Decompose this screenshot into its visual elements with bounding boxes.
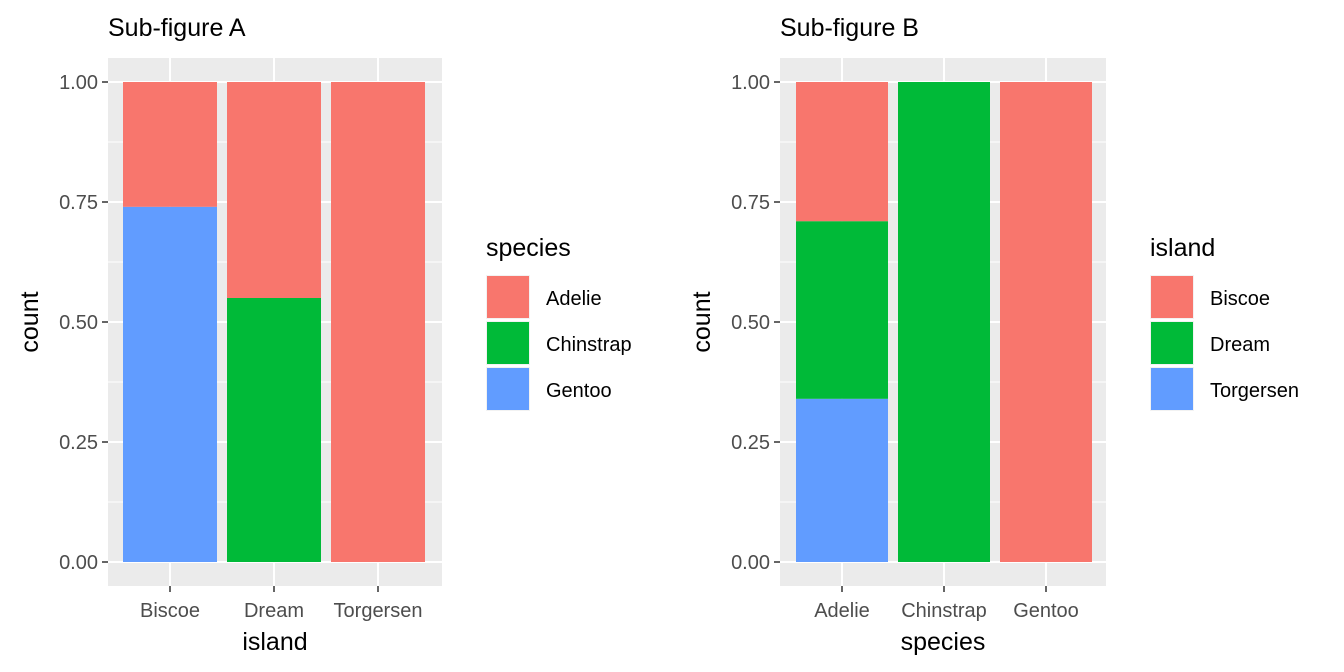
x-tick-label: Biscoe [140, 600, 200, 622]
bar-adelie-dream [796, 221, 888, 399]
legend-swatch-adelie [487, 276, 529, 318]
x-tick-label: Gentoo [1013, 600, 1079, 622]
y-axis-title: count [688, 291, 716, 352]
bar-gentoo-biscoe [1000, 82, 1092, 562]
legend-label-dream: Dream [1210, 334, 1270, 356]
legend-label-biscoe: Biscoe [1210, 288, 1270, 310]
y-tick-label: 1.00 [731, 72, 770, 94]
legend-swatch-dream [1151, 322, 1193, 364]
legend-label-adelie: Adelie [546, 288, 602, 310]
legend-label-torgersen: Torgersen [1210, 380, 1299, 402]
legend-label-chinstrap: Chinstrap [546, 334, 632, 356]
chart-title: Sub-figure A [108, 14, 246, 42]
x-axis-title: species [901, 628, 986, 656]
x-tick-label: Dream [244, 600, 304, 622]
legend-swatch-biscoe [1151, 276, 1193, 318]
x-tick-label: Adelie [814, 600, 870, 622]
bar-chinstrap-dream [898, 82, 990, 562]
bar-dream-chinstrap [227, 298, 321, 562]
y-tick-label: 0.25 [59, 432, 98, 454]
legend-title: species [486, 234, 571, 262]
bar-biscoe-gentoo [123, 206, 217, 563]
y-axis-title: count [16, 291, 44, 352]
legend-label-gentoo: Gentoo [546, 380, 612, 402]
y-tick-label: 0.25 [731, 432, 770, 454]
y-tick-label: 1.00 [59, 72, 98, 94]
legend-swatch-gentoo [487, 368, 529, 410]
legend: species Adelie Chinstrap Gentoo [486, 234, 632, 411]
y-tick-label: 0.50 [59, 312, 98, 334]
bar-torgersen-adelie [331, 82, 425, 562]
legend-title: island [1150, 234, 1215, 262]
legend: island Biscoe Dream Torgersen [1150, 234, 1299, 411]
x-axis-title: island [242, 628, 307, 656]
y-tick-label: 0.00 [731, 552, 770, 574]
y-tick-label: 0.75 [59, 192, 98, 214]
legend-swatch-chinstrap [487, 322, 529, 364]
y-tick-label: 0.00 [59, 552, 98, 574]
legend-swatch-torgersen [1151, 368, 1193, 410]
y-tick-label: 0.75 [731, 192, 770, 214]
y-tick-label: 0.50 [731, 312, 770, 334]
bar-adelie-torgersen [796, 398, 888, 562]
bar-biscoe-adelie [123, 82, 217, 207]
chart-title: Sub-figure B [780, 14, 919, 42]
chart-sub-figure-b: 0.00 0.25 0.50 0.75 1.00 Adelie Chinstrap Gento… [688, 14, 1299, 656]
x-tick-label: Chinstrap [901, 600, 987, 622]
bar-dream-adelie [227, 82, 321, 298]
bar-adelie-biscoe [796, 82, 888, 222]
chart-sub-figure-a: 0.00 0.25 0.50 0.75 1.00 Biscoe Dream Torgersen… [16, 14, 632, 656]
x-tick-label: Torgersen [334, 600, 423, 622]
